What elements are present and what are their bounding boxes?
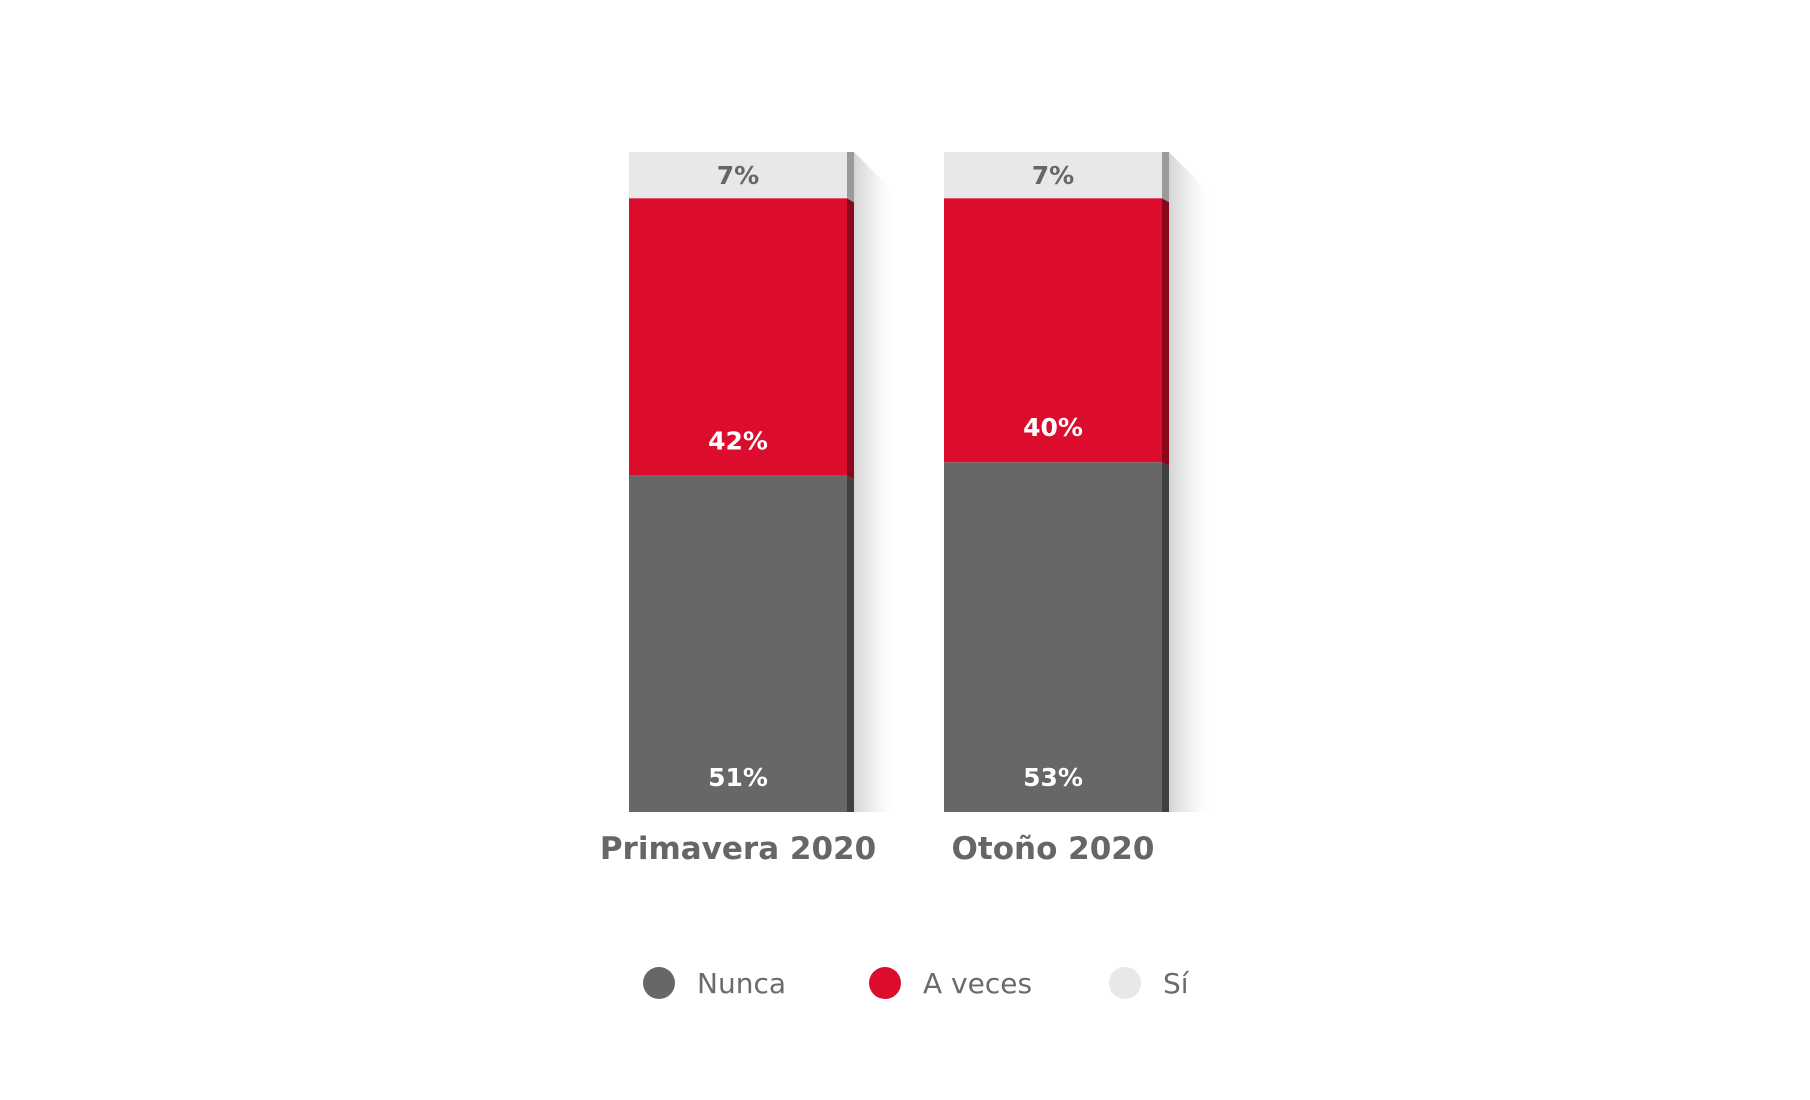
bars	[629, 152, 1169, 812]
bar-primavera-2020-a-veces-side	[847, 198, 854, 480]
data-label-otono-2020-a-veces: 40%	[1023, 413, 1083, 442]
bar-otono-2020-nunca-side	[1162, 462, 1169, 812]
bar-primavera-2020-nunca	[629, 475, 847, 812]
data-label-primavera-2020-a-veces: 42%	[708, 426, 768, 455]
legend: Nunca A veces Sí	[643, 967, 1190, 1000]
bar-otono-2020-si-side	[1162, 152, 1169, 203]
legend-label-nunca: Nunca	[697, 967, 786, 1000]
bar-primavera-2020-nunca-side	[847, 475, 854, 812]
bar-primavera-2020-si	[629, 152, 847, 199]
data-label-primavera-2020-nunca: 51%	[708, 763, 768, 792]
bar-otono-2020-a-veces-side	[1162, 198, 1169, 467]
bar-otono-2020-a-veces	[944, 198, 1162, 463]
bar-otono-2020-nunca	[944, 462, 1162, 812]
legend-swatch-si	[1109, 967, 1141, 999]
bar-otono-2020-si	[944, 152, 1162, 199]
bar-primavera-2020-si-side	[847, 152, 854, 203]
data-label-otono-2020-si: 7%	[1032, 161, 1074, 190]
legend-label-a-veces: A veces	[923, 967, 1032, 1000]
legend-swatch-nunca	[643, 967, 675, 999]
legend-label-si: Sí	[1163, 967, 1190, 1000]
data-labels: 51% 42% 7% 53% 40% 7%	[708, 161, 1083, 792]
data-label-otono-2020-nunca: 53%	[1023, 763, 1083, 792]
category-label-otono-2020: Otoño 2020	[952, 831, 1155, 867]
category-label-primavera-2020: Primavera 2020	[600, 831, 876, 867]
legend-swatch-a-veces	[869, 967, 901, 999]
category-labels: Primavera 2020 Otoño 2020	[600, 831, 1155, 867]
bar-shadow-otono-2020	[1169, 152, 1214, 812]
data-label-primavera-2020-si: 7%	[717, 161, 759, 190]
bar-shadow-primavera-2020	[854, 152, 899, 812]
bar-primavera-2020-a-veces	[629, 198, 847, 476]
bar-shadows	[854, 152, 1214, 812]
